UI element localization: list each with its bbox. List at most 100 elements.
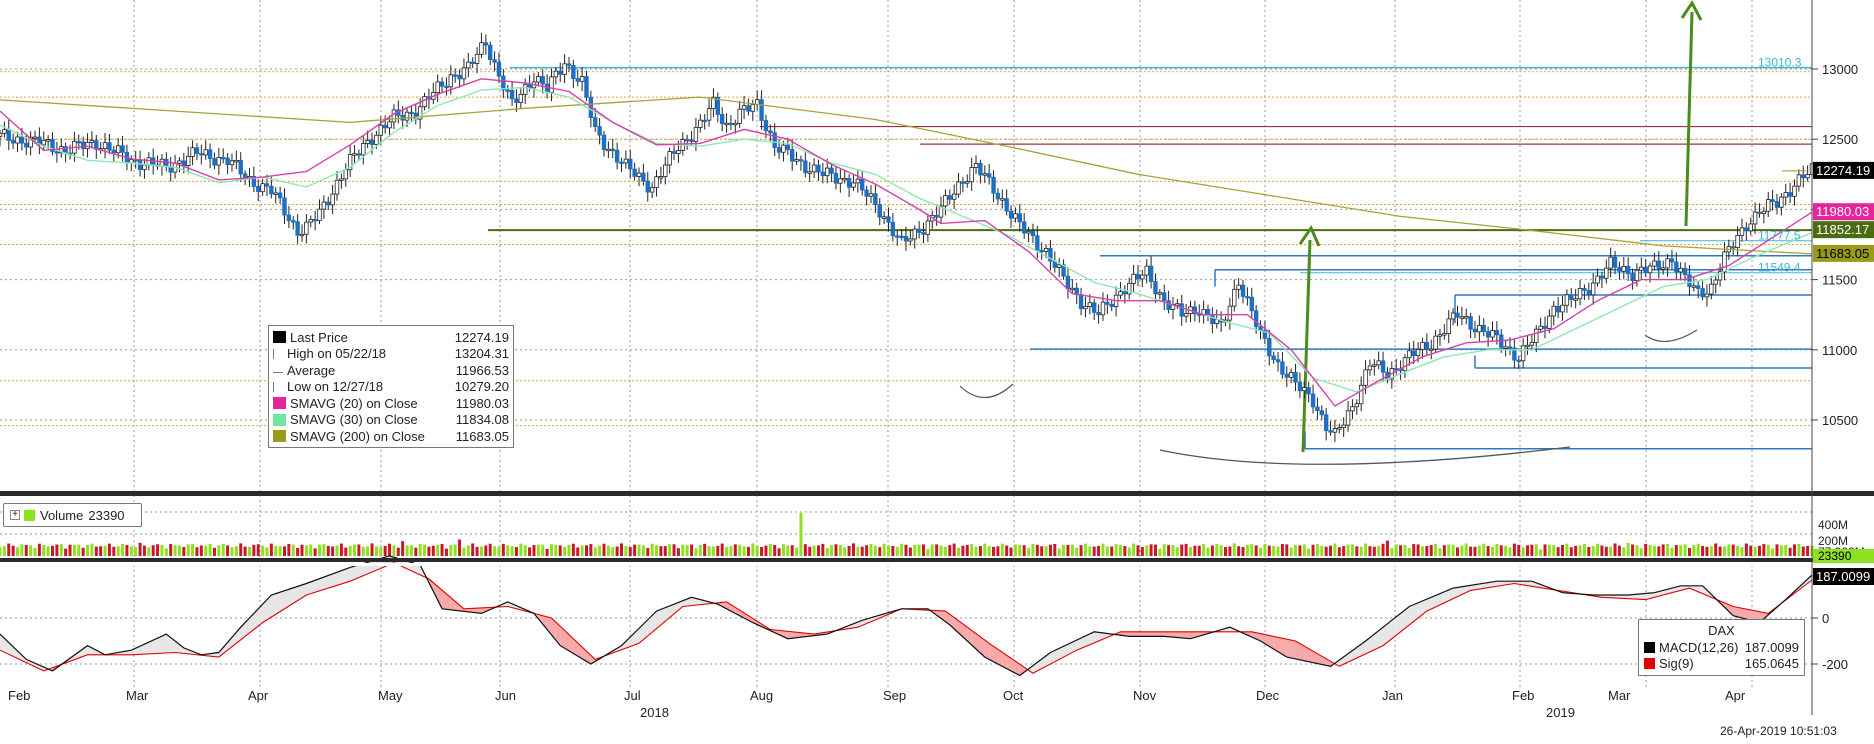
- candle-body: [392, 110, 396, 122]
- volume-bar: [1115, 544, 1118, 556]
- macd-swatch-icon: [1644, 658, 1655, 669]
- candle-body: [121, 146, 125, 153]
- candle-body: [545, 84, 549, 92]
- macd-histogram-area: [315, 579, 319, 593]
- macd-histogram-area: [1296, 641, 1300, 660]
- volume-bar: [620, 543, 623, 556]
- legend-label: SMAVG (30) on Close: [290, 412, 445, 427]
- volume-bar: [1443, 545, 1446, 556]
- volume-legend[interactable]: + Volume 23390: [3, 503, 142, 527]
- candle-body: [1421, 342, 1425, 349]
- macd-histogram-area: [1129, 632, 1133, 637]
- volume-bar: [1784, 545, 1787, 556]
- volume-bar: [743, 546, 746, 556]
- candle-body: [1622, 266, 1626, 271]
- macd-histogram-area: [788, 631, 792, 638]
- candle-body: [1084, 307, 1088, 309]
- candle-body: [1806, 175, 1810, 178]
- candle-body: [1149, 266, 1153, 281]
- volume-bar: [283, 546, 286, 556]
- candle-body: [42, 140, 46, 145]
- volume-bar: [1526, 545, 1529, 556]
- candle-body: [484, 43, 488, 45]
- volume-bar: [99, 546, 102, 556]
- candle-body: [602, 135, 606, 150]
- candle-body: [1342, 425, 1346, 428]
- candle-body: [655, 177, 659, 188]
- volume-bar: [1491, 547, 1494, 556]
- volume-bar: [1688, 548, 1691, 556]
- volume-bar: [1495, 544, 1498, 556]
- volume-bar: [1762, 544, 1765, 556]
- legend-swatch-icon: [273, 331, 286, 343]
- macd-histogram-area: [280, 591, 284, 612]
- volume-bar: [12, 546, 15, 556]
- volume-bar: [296, 548, 299, 556]
- volume-bar: [1513, 544, 1516, 556]
- candle-body: [186, 156, 190, 165]
- candle-body: [510, 90, 514, 98]
- volume-bar: [432, 546, 435, 556]
- volume-bar: [239, 543, 242, 556]
- volume-bar: [1727, 544, 1730, 556]
- candle-body: [1517, 360, 1521, 362]
- volume-bar: [1430, 545, 1433, 556]
- candle-body: [1167, 301, 1171, 310]
- candle-body: [318, 209, 322, 220]
- volume-bar: [1806, 546, 1809, 556]
- volume-bar: [1592, 546, 1595, 556]
- small-curve: [960, 384, 1013, 398]
- candle-body: [773, 133, 777, 148]
- candle-body: [1311, 394, 1315, 407]
- candle-body: [313, 219, 317, 221]
- candle-body: [1368, 366, 1372, 370]
- macd-legend-row: Sig(9)165.0645: [1644, 656, 1799, 673]
- volume-bar: [349, 546, 352, 556]
- volume-bar: [1263, 544, 1266, 556]
- candle-body: [1228, 306, 1232, 320]
- candle-body: [108, 143, 112, 150]
- candle-body: [436, 82, 440, 93]
- volume-bar: [200, 545, 203, 556]
- candle-body: [1329, 431, 1333, 433]
- candle-body: [1031, 231, 1035, 235]
- volume-bar: [1570, 547, 1573, 556]
- volume-bar: [493, 546, 496, 556]
- candle-body: [265, 184, 269, 187]
- volume-value: 23390: [88, 508, 124, 523]
- candle-body: [935, 215, 939, 217]
- candle-body: [882, 217, 886, 219]
- candle-body: [1351, 407, 1355, 411]
- volume-bar: [808, 547, 811, 556]
- volume-bar: [1259, 548, 1262, 556]
- volume-bar: [756, 546, 759, 556]
- candle-body: [1403, 358, 1407, 371]
- volume-panel: [0, 513, 1814, 556]
- candle-body: [1044, 248, 1048, 251]
- volume-bar: [1101, 544, 1104, 556]
- candle-body: [1486, 332, 1490, 337]
- candle-body: [558, 71, 562, 74]
- volume-bar: [454, 545, 457, 556]
- volume-bar: [576, 547, 579, 556]
- volume-bar: [502, 544, 505, 556]
- volume-bar: [1342, 546, 1345, 556]
- expand-icon[interactable]: +: [10, 510, 20, 520]
- volume-bar: [1395, 544, 1398, 556]
- volume-bar: [423, 545, 426, 556]
- candle-body: [217, 157, 221, 165]
- candle-body: [1504, 347, 1508, 349]
- candle-body: [1596, 276, 1600, 283]
- candle-body: [462, 68, 466, 79]
- candle-body: [138, 160, 142, 169]
- volume-bar: [1701, 546, 1704, 556]
- volume-bar: [931, 544, 934, 556]
- candle-body: [1648, 266, 1652, 273]
- legend-value: 11834.08: [445, 412, 509, 427]
- volume-bar: [979, 546, 982, 556]
- candle-body: [668, 152, 672, 165]
- volume-bar: [449, 545, 452, 556]
- volume-bar: [1579, 545, 1582, 556]
